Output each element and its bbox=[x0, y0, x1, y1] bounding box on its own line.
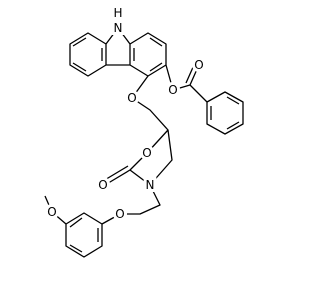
molecule-diagram: H N O O O O O N O O bbox=[44, 6, 244, 258]
atom-label: O bbox=[115, 207, 124, 221]
atom-label: O bbox=[98, 178, 107, 192]
atom-label: O bbox=[168, 83, 177, 97]
bonds bbox=[44, 14, 244, 258]
atom-label: O bbox=[142, 146, 151, 160]
atom-label: N bbox=[146, 178, 155, 192]
atom-label: O bbox=[194, 58, 203, 72]
atom-label: H bbox=[113, 6, 122, 20]
atom-label: N bbox=[114, 21, 123, 35]
atom-label: O bbox=[47, 205, 56, 219]
atom-label: O bbox=[127, 91, 136, 105]
